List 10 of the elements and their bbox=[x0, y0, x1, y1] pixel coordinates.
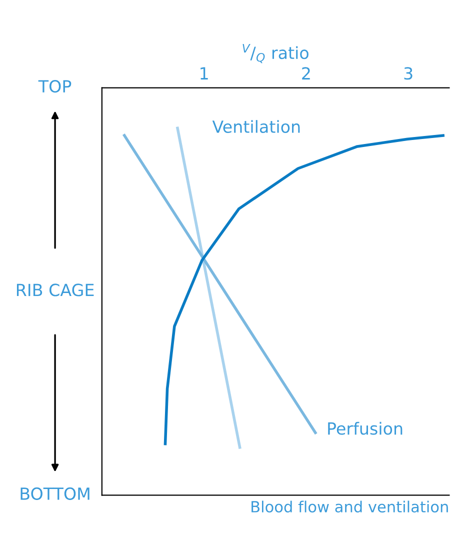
x2-axis-title: $^{V}$/$_{Q}$ ratio bbox=[242, 44, 308, 64]
text: TOP bbox=[38, 80, 72, 93]
y-axis-title: RIB CAGE bbox=[16, 284, 94, 296]
x-tick-label: 3 bbox=[404, 67, 412, 80]
x-tick-label: 1 bbox=[200, 67, 208, 80]
x-axis-title: Blood flow and ventilation bbox=[252, 500, 448, 513]
series-label: Perfusion bbox=[328, 422, 402, 435]
text: BOTTOM bbox=[20, 487, 90, 500]
x-tick-label: 2 bbox=[302, 67, 310, 80]
series-label: Ventilation bbox=[212, 120, 300, 133]
